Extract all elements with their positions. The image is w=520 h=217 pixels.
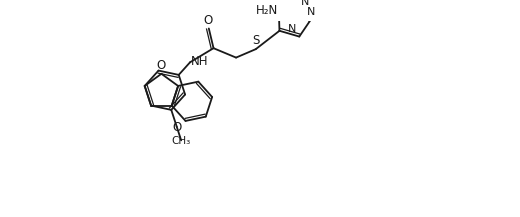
Text: NH: NH: [191, 55, 208, 68]
Text: N: N: [301, 0, 309, 7]
Text: O: O: [204, 14, 213, 27]
Text: H₂N: H₂N: [256, 4, 278, 17]
Text: S: S: [253, 34, 260, 47]
Text: O: O: [157, 59, 166, 72]
Text: CH₃: CH₃: [172, 136, 191, 146]
Text: N: N: [288, 24, 296, 34]
Text: N: N: [307, 7, 315, 17]
Text: O: O: [173, 122, 182, 134]
